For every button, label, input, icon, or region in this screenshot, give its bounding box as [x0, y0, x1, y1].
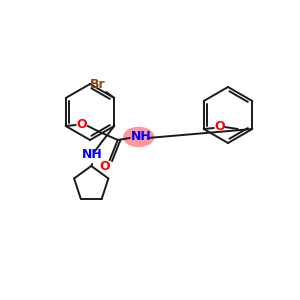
Text: Br: Br [89, 79, 105, 92]
Text: NH: NH [82, 148, 103, 161]
Text: NH: NH [130, 130, 151, 143]
Ellipse shape [124, 128, 154, 146]
Text: O: O [99, 160, 110, 173]
Text: O: O [76, 118, 87, 130]
Text: O: O [214, 121, 225, 134]
